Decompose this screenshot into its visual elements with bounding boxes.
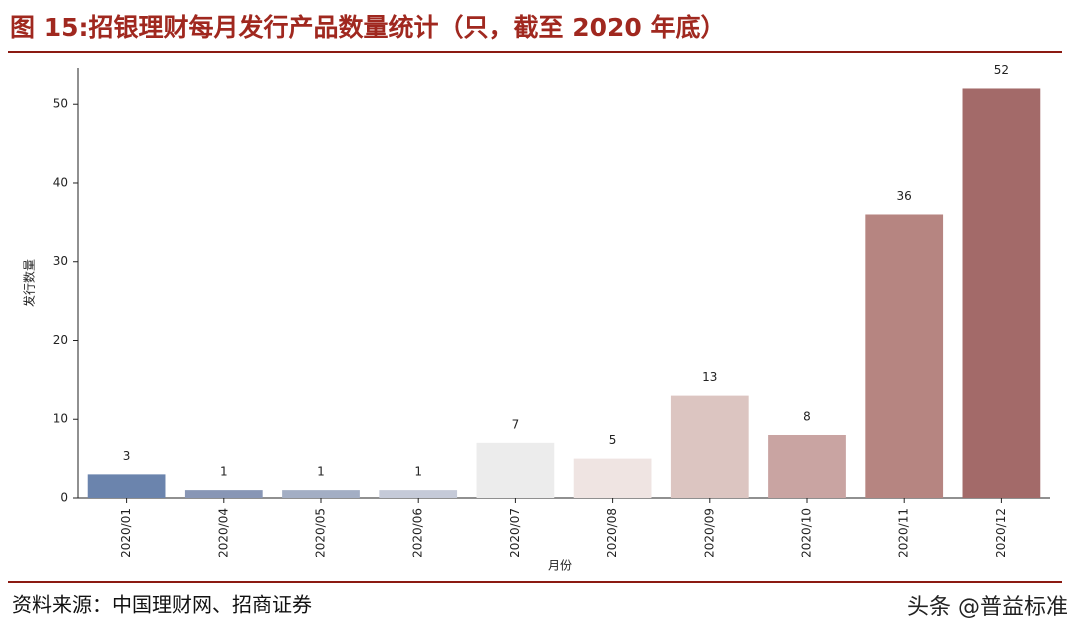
x-tick-label: 2020/04 [216, 508, 230, 558]
bar [865, 214, 944, 498]
y-tick-label: 10 [53, 412, 68, 426]
value-label: 7 [512, 417, 520, 431]
bar [282, 490, 360, 498]
y-tick-label: 50 [53, 97, 68, 111]
x-tick-label: 2020/09 [702, 508, 716, 558]
bar [476, 442, 555, 498]
x-tick-label: 2020/12 [994, 508, 1008, 558]
x-tick-label: 2020/07 [508, 508, 522, 558]
value-label: 5 [609, 433, 617, 447]
y-tick-label: 0 [60, 491, 68, 505]
bar [670, 395, 749, 498]
value-label: 13 [702, 370, 717, 384]
value-label: 1 [317, 465, 325, 479]
x-axis-label: 月份 [548, 559, 572, 573]
x-tick-label: 2020/06 [411, 508, 425, 558]
chart-title: 图 15:招银理财每月发行产品数量统计（只，截至 2020 年底） [10, 13, 725, 42]
value-label: 1 [220, 465, 228, 479]
x-tick-label: 2020/08 [605, 508, 619, 558]
y-tick-label: 20 [53, 333, 68, 347]
y-tick-label: 40 [53, 175, 68, 189]
value-label: 3 [123, 449, 131, 463]
value-label: 8 [803, 409, 811, 423]
bar [184, 490, 263, 498]
y-tick-label: 30 [53, 254, 68, 268]
x-tick-label: 2020/10 [800, 508, 814, 558]
x-tick-label: 2020/01 [119, 508, 133, 558]
bar [87, 474, 166, 498]
bar [768, 434, 846, 498]
value-label: 52 [994, 63, 1009, 77]
watermark: 头条 @普益标准 [907, 595, 1068, 620]
y-axis-label: 发行数量 [22, 259, 37, 307]
x-tick-label: 2020/05 [314, 508, 328, 558]
source-note: 资料来源：中国理财网、招商证券 [12, 593, 312, 617]
bar [962, 88, 1041, 498]
bar [573, 458, 652, 498]
value-label: 36 [897, 189, 912, 203]
value-label: 1 [414, 465, 422, 479]
x-tick-label: 2020/11 [897, 508, 911, 558]
bar [379, 490, 458, 498]
